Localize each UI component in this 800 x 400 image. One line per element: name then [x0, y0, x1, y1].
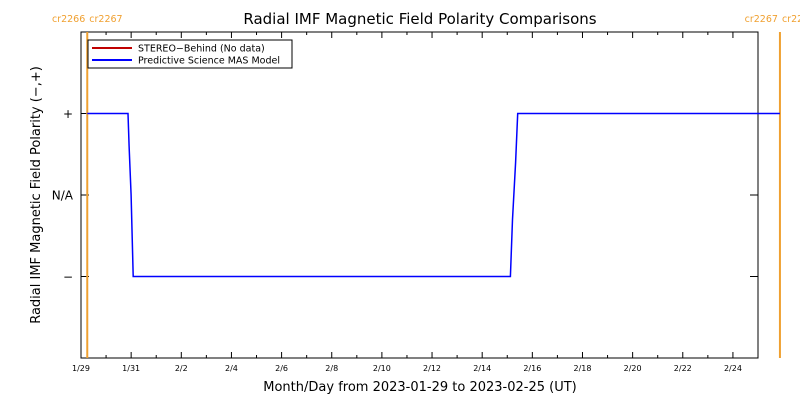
y-axis-ticks: + N/A −: [52, 107, 758, 284]
x-tick-label: 1/31: [122, 364, 140, 373]
x-tick-label: 2/22: [674, 364, 692, 373]
data-series: [87, 112, 780, 278]
carrington-label-after: cr2267: [89, 14, 122, 25]
y-axis-label: Radial IMF Magnetic Field Polarity (−,+): [29, 66, 44, 324]
x-tick-label: 2/4: [225, 364, 238, 373]
carrington-label-after: cr2268: [782, 14, 800, 25]
plot-frame: [80, 31, 759, 359]
x-tick-label: 2/16: [523, 364, 541, 373]
x-tick-label: 2/20: [624, 364, 642, 373]
chart-title: Radial IMF Magnetic Field Polarity Compa…: [243, 10, 596, 28]
x-tick-label: 2/2: [175, 364, 188, 373]
x-tick-label: 2/10: [373, 364, 391, 373]
x-tick-label: 2/8: [325, 364, 338, 373]
x-tick-label: 2/12: [423, 364, 441, 373]
y-tick-label: −: [63, 270, 73, 284]
legend-label-stereo-behind: STEREO−Behind (No data): [138, 44, 265, 55]
y-tick-label: N/A: [52, 189, 74, 203]
x-axis-ticks: 1/29 1/31 2/2 2/4 2/6 2/8 2/10 2/12 2/14 2/16 2/18…: [72, 32, 759, 373]
x-tick-label: 2/24: [724, 364, 742, 373]
x-tick-label: 2/18: [573, 364, 591, 373]
x-tick-label: 1/29: [72, 364, 90, 373]
legend: STEREO−Behind (No data) Predictive Scien…: [87, 39, 293, 69]
series-line-predictive-science-mas-model: [87, 112, 780, 278]
x-tick-label: 2/14: [473, 364, 491, 373]
carrington-label-before: cr2266: [52, 14, 85, 25]
x-axis-label: Month/Day from 2023-01-29 to 2023-02-25 …: [263, 380, 576, 395]
carrington-rotation-labels: cr2266 cr2267 cr2267 cr2268: [52, 14, 800, 25]
y-tick-label: +: [63, 107, 73, 121]
legend-label-mas-model: Predictive Science MAS Model: [138, 56, 280, 67]
legend-box: [87, 39, 293, 69]
x-tick-label: 2/6: [275, 364, 288, 373]
carrington-rotation-lines: [86, 32, 781, 358]
carrington-label-before: cr2267: [745, 14, 778, 25]
